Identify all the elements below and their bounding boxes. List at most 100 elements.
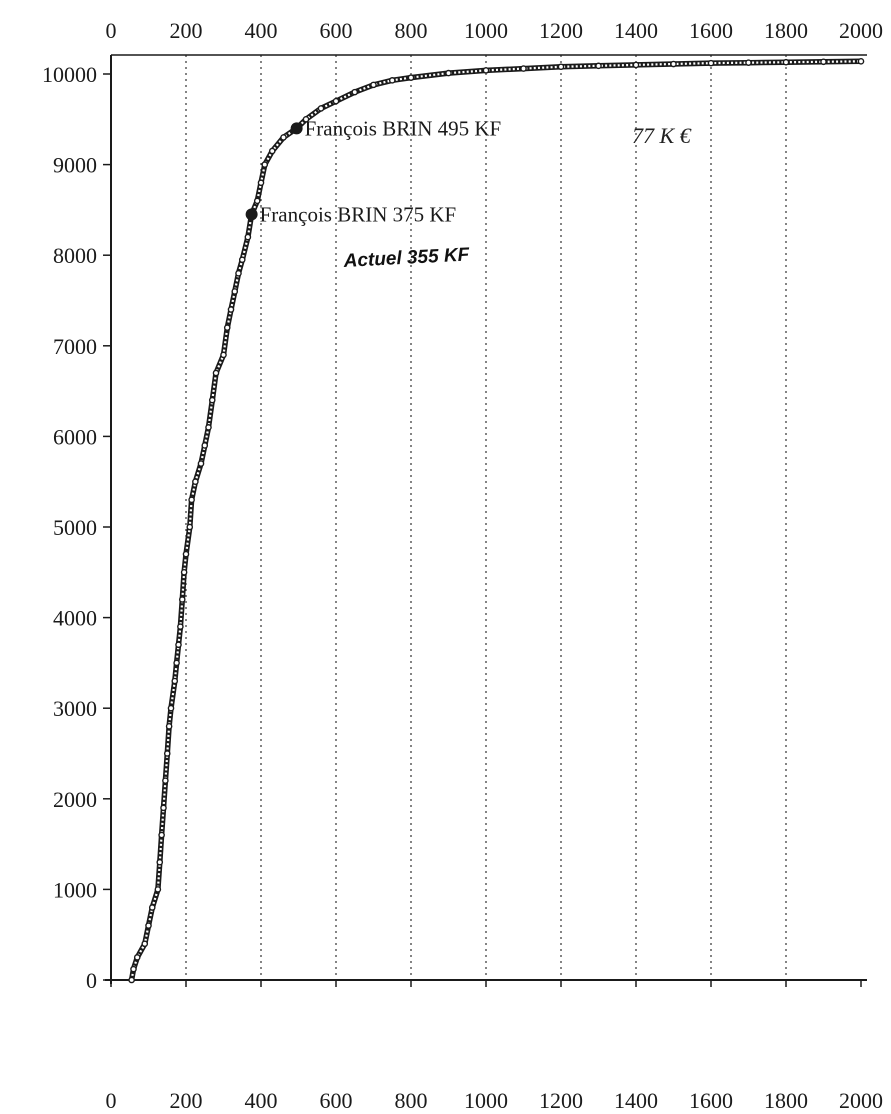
data-point xyxy=(165,723,173,730)
data-point xyxy=(707,59,715,67)
data-point xyxy=(257,179,265,187)
y-tick-label-3000: 3000 xyxy=(53,696,97,721)
grid-lines xyxy=(185,55,787,980)
x-tick-label-0: 0 xyxy=(106,1088,117,1113)
highlight-points: François BRIN 375 KF François BRIN 495 KF xyxy=(245,116,501,226)
data-point xyxy=(388,77,396,84)
x-tick-label-2000: 2000 xyxy=(839,1088,883,1113)
data-point xyxy=(820,58,827,66)
data-point xyxy=(227,306,235,313)
data-point xyxy=(163,750,171,757)
y-tick-label-9000: 9000 xyxy=(53,153,97,178)
x-tick-label-1800: 1800 xyxy=(764,1088,808,1113)
x-top-tick-label-1400: 1400 xyxy=(614,18,658,43)
data-point xyxy=(407,74,415,81)
data-point xyxy=(302,116,310,123)
data-point xyxy=(268,147,276,155)
data-point xyxy=(244,233,252,241)
data-point xyxy=(205,424,212,431)
y-tick-label-7000: 7000 xyxy=(53,334,97,359)
data-point xyxy=(231,288,239,295)
data-point xyxy=(158,831,165,839)
x-top-tick-label-800: 800 xyxy=(395,18,428,43)
data-series xyxy=(128,58,865,984)
data-point xyxy=(782,58,790,66)
data-point xyxy=(145,922,152,929)
data-point xyxy=(212,369,220,377)
y-tick-label-10000: 10000 xyxy=(42,62,97,87)
series-line-outer xyxy=(128,58,862,981)
highlight-label-375: François BRIN 375 KF xyxy=(260,202,457,226)
data-point xyxy=(253,197,261,205)
data-point xyxy=(201,442,209,449)
data-point xyxy=(148,904,156,911)
data-point xyxy=(182,550,190,558)
data-point xyxy=(482,67,490,74)
data-point xyxy=(595,62,602,70)
data-point xyxy=(445,69,452,77)
data-point xyxy=(186,523,194,531)
series-line-inner xyxy=(130,60,862,981)
data-point xyxy=(130,965,137,973)
data-point xyxy=(351,88,359,96)
data-point xyxy=(317,105,325,112)
x-top-tick-label-600: 600 xyxy=(320,18,353,43)
handwritten-note-actuel: Actuel 355 KF xyxy=(342,244,471,272)
x-tick-label-200: 200 xyxy=(170,1088,203,1113)
data-point xyxy=(632,61,640,69)
data-point xyxy=(180,569,188,576)
data-point xyxy=(162,777,169,784)
axes: 0 0 200 200 400 400 600 600 800 800 1000 1000 1200 12… xyxy=(42,18,883,1113)
x-top-tick-label-200: 200 xyxy=(170,18,203,43)
x-top-tick-label-1000: 1000 xyxy=(464,18,508,43)
y-tick-label-6000: 6000 xyxy=(53,424,97,449)
y-tick-label-2000: 2000 xyxy=(53,787,97,812)
data-point xyxy=(208,396,216,404)
data-point xyxy=(192,478,199,486)
x-top-tick-label-1800: 1800 xyxy=(764,18,808,43)
highlight-point-375 xyxy=(245,208,258,221)
data-point xyxy=(745,59,752,66)
data-point xyxy=(173,659,180,667)
data-point xyxy=(156,858,164,866)
data-point xyxy=(332,97,340,105)
x-top-tick-label-0: 0 xyxy=(106,18,117,43)
x-top-tick-label-1200: 1200 xyxy=(539,18,583,43)
x-tick-label-600: 600 xyxy=(320,1088,353,1113)
data-point xyxy=(171,677,179,685)
data-point xyxy=(280,134,287,141)
data-point xyxy=(160,804,167,812)
x-tick-label-1400: 1400 xyxy=(614,1088,658,1113)
y-tick-label-8000: 8000 xyxy=(53,243,97,268)
highlight-point-495 xyxy=(290,122,303,135)
y-tick-label-0: 0 xyxy=(86,968,97,993)
x-top-tick-label-2000: 2000 xyxy=(839,18,883,43)
x-top-tick-label-1600: 1600 xyxy=(689,18,733,43)
data-point xyxy=(857,58,865,65)
data-point xyxy=(133,954,141,961)
data-point xyxy=(223,324,231,331)
y-tick-label-4000: 4000 xyxy=(53,606,97,631)
data-point xyxy=(220,351,227,359)
data-point xyxy=(167,704,175,712)
data-point xyxy=(670,60,677,68)
x-top-tick-label-400: 400 xyxy=(245,18,278,43)
handwritten-note-77ke: 77 K € xyxy=(632,123,692,148)
x-tick-label-1600: 1600 xyxy=(689,1088,733,1113)
x-tick-label-1200: 1200 xyxy=(539,1088,583,1113)
y-tick-label-1000: 1000 xyxy=(53,877,97,902)
data-point xyxy=(197,460,205,467)
data-point xyxy=(238,256,246,264)
y-tick-label-5000: 5000 xyxy=(53,515,97,540)
data-point xyxy=(370,81,377,89)
data-point xyxy=(188,496,195,504)
data-point xyxy=(175,641,182,649)
x-tick-label-1000: 1000 xyxy=(464,1088,508,1113)
data-point xyxy=(261,161,269,168)
data-point xyxy=(141,940,149,948)
x-tick-label-400: 400 xyxy=(245,1088,278,1113)
data-point xyxy=(520,65,527,72)
data-point xyxy=(178,596,186,603)
data-point xyxy=(128,976,135,984)
